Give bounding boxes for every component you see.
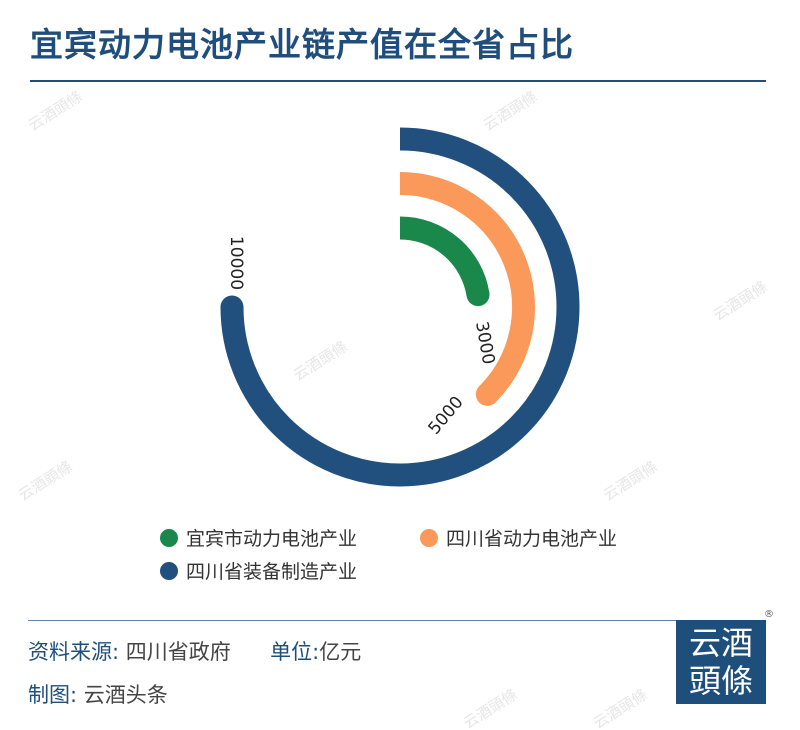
title-divider	[30, 80, 766, 82]
made-value: 云酒头条	[83, 683, 168, 707]
bar-end-cap	[220, 295, 244, 319]
source-line: 资料来源: 四川省政府 单位:亿元	[28, 636, 361, 666]
source-label: 资料来源:	[28, 640, 120, 664]
radial-bar	[399, 172, 535, 403]
legend-item[interactable]: 宜宾市动力电池产业	[160, 524, 357, 551]
radial-bar	[399, 216, 490, 297]
legend-dot	[160, 561, 178, 580]
legend-item[interactable]: 四川省动力电池产业	[420, 524, 617, 551]
bar-end-cap	[475, 382, 499, 406]
unit-value: 亿元	[319, 640, 362, 664]
logo-text: 云酒	[688, 624, 753, 662]
data-label: 10000	[226, 236, 246, 290]
made-label: 制图:	[28, 683, 78, 707]
watermark: 云酒頭條	[460, 685, 521, 730]
legend-item[interactable]: 四川省装备制造产业	[160, 557, 357, 584]
data-label: 3000	[471, 320, 498, 366]
legend-label: 宜宾市动力电池产业	[186, 528, 358, 550]
logo-text: 頭條	[688, 662, 753, 700]
legend-dot	[160, 528, 178, 547]
unit-label: 单位:	[270, 640, 320, 664]
footer-divider	[28, 620, 676, 621]
bar-end-cap	[466, 283, 490, 307]
radial-bar	[220, 127, 580, 487]
brand-logo: 云酒 頭條	[676, 620, 766, 704]
source-value: 四川省政府	[119, 640, 231, 664]
legend-dot	[420, 528, 438, 547]
made-by-line: 制图: 云酒头条	[28, 679, 168, 709]
registered-mark: ®	[764, 609, 774, 620]
data-label: 5000	[425, 393, 468, 439]
chart-title: 宜宾动力电池产业链产值在全省占比	[30, 25, 574, 64]
watermark: 云酒頭條	[590, 685, 651, 730]
legend-label: 四川省装备制造产业	[186, 561, 358, 583]
legend-label: 四川省动力电池产业	[446, 528, 618, 550]
